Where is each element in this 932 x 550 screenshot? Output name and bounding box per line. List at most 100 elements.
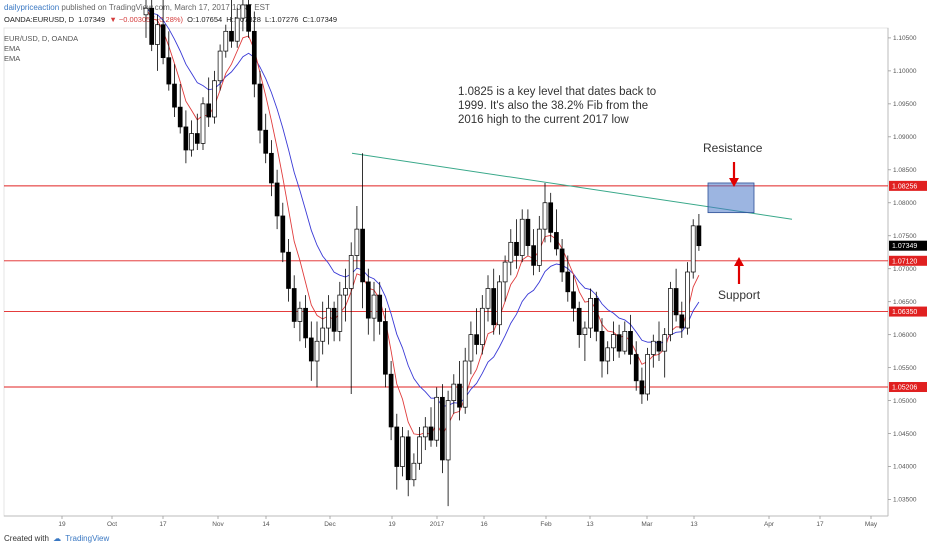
candle-body	[559, 248, 565, 273]
x-tick-label: 16	[480, 521, 488, 528]
candle-body	[263, 129, 269, 154]
candle-body	[690, 225, 696, 273]
high-value: H:1.07828	[226, 15, 261, 24]
price-tag-bg	[889, 255, 927, 266]
legend-ema-slow[interactable]: EMA	[4, 54, 21, 63]
candle-body	[166, 57, 172, 85]
y-tick-label: 1.07500	[893, 233, 917, 240]
resistance-arrowhead-icon	[729, 178, 739, 187]
candle-body	[451, 383, 457, 401]
author-link[interactable]: dailypriceaction	[4, 3, 60, 12]
x-tick-label: Nov	[212, 521, 224, 528]
candle-body	[468, 334, 474, 362]
candle-body	[474, 334, 479, 345]
candle-body	[485, 288, 491, 309]
x-tick-label: 13	[586, 521, 594, 528]
price-tag-bg	[889, 240, 927, 251]
candle-body	[274, 182, 280, 217]
candle-body	[440, 396, 445, 461]
candle-body	[314, 340, 320, 362]
close-value: C:1.07349	[302, 15, 338, 24]
candle-body	[348, 255, 354, 289]
candle-body	[599, 331, 605, 362]
candle-body	[479, 307, 485, 345]
candle-body	[194, 133, 200, 144]
resistance-zone	[707, 182, 755, 214]
candle-body	[685, 271, 690, 329]
y-tick-label: 1.03500	[893, 497, 917, 504]
candle-body	[696, 225, 702, 247]
candle-body	[611, 334, 616, 349]
candle-body	[246, 4, 251, 32]
candle-body	[588, 298, 593, 329]
candle-body	[297, 307, 303, 322]
y-tick-label: 1.08000	[893, 200, 917, 207]
candle-body	[605, 347, 611, 362]
open-value: O:1.07654	[187, 15, 223, 24]
last-price: 1.07349	[78, 15, 106, 24]
candle-body	[172, 83, 177, 108]
legend-ema-fast[interactable]: EMA	[4, 44, 21, 53]
publish-info: published on TradingView.com, March 17, …	[61, 3, 270, 12]
candle-body	[177, 106, 183, 128]
price-tag-label: 1.07349	[892, 243, 917, 250]
legend-symbol[interactable]: EUR/USD, D, OANDA	[4, 34, 79, 43]
x-tick-label: Dec	[324, 521, 336, 528]
candle-body	[183, 126, 189, 151]
candle-body	[394, 426, 400, 467]
ema-fast-line	[145, 7, 700, 436]
publish-line: dailypriceaction published on TradingVie…	[4, 3, 270, 12]
candle-body	[628, 331, 633, 355]
tradingview-brand[interactable]: TradingView	[65, 534, 110, 543]
candle-body	[343, 288, 348, 296]
x-tick-label: 19	[58, 521, 66, 528]
candle-body	[582, 327, 588, 335]
x-tick-label: Feb	[540, 521, 552, 528]
candle-body	[428, 426, 434, 441]
candle-body	[206, 103, 212, 118]
candle-body	[639, 380, 645, 395]
x-tick-label: Mar	[641, 521, 653, 528]
y-tick-label: 1.06500	[893, 299, 917, 306]
price-tag-label: 1.05206	[892, 385, 917, 392]
candle-body	[257, 83, 263, 131]
chart-legend: EUR/USD, D, OANDA EMA EMA	[4, 34, 78, 64]
price-tag-label: 1.06350	[892, 309, 917, 316]
y-tick-label: 1.04000	[893, 464, 917, 471]
candle-body	[360, 228, 365, 283]
candle-body	[149, 7, 155, 45]
candle-body	[337, 294, 343, 332]
candle-body	[354, 228, 360, 256]
candle-body	[548, 202, 554, 233]
candle-body	[576, 307, 582, 335]
candle-body	[400, 436, 405, 467]
candle-body	[212, 80, 217, 118]
low-value: L:1.07276	[265, 15, 299, 24]
y-tick-label: 1.06000	[893, 332, 917, 339]
candle-body	[383, 321, 388, 375]
y-tick-label: 1.05000	[893, 398, 917, 405]
candle-body	[417, 436, 422, 464]
y-tick-label: 1.04500	[893, 431, 917, 438]
candle-body	[434, 396, 440, 441]
candle-body	[308, 337, 314, 362]
candle-body	[269, 152, 274, 184]
candle-body	[405, 436, 411, 481]
candle-body	[491, 288, 497, 326]
candle-body	[645, 354, 650, 395]
candle-body	[531, 245, 536, 266]
candle-body	[662, 334, 668, 352]
candle-body	[189, 133, 194, 151]
candle-body	[622, 331, 628, 352]
price-tag-label: 1.08256	[892, 183, 917, 190]
candle-body	[240, 4, 246, 19]
y-tick-label: 1.10500	[893, 35, 917, 42]
footer: Created with ☁ TradingView	[4, 534, 109, 543]
candle-body	[519, 218, 525, 256]
key-level-note: 1.0825 is a key level that dates back to…	[458, 86, 656, 126]
candle-body	[251, 30, 257, 85]
candle-body	[508, 241, 514, 263]
x-tick-label: Oct	[107, 521, 117, 528]
